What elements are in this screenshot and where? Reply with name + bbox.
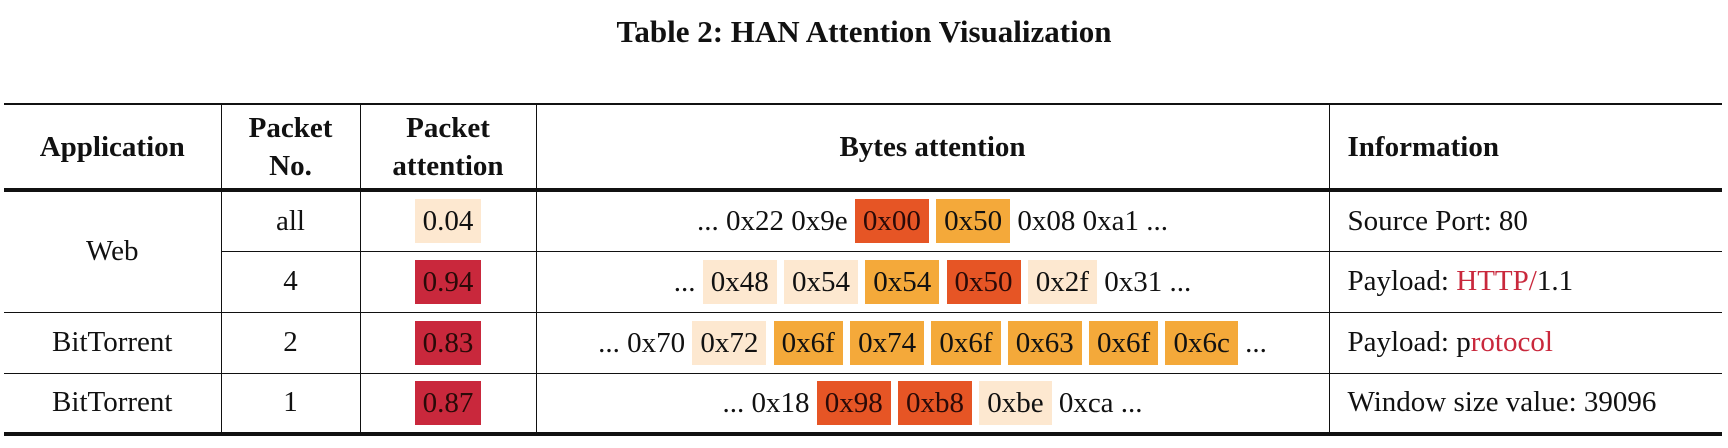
cell-packet-attention: 0.04 [360,190,537,252]
cell-information: Payload: protocol [1329,312,1723,374]
cell-packet-no: 2 [221,312,361,374]
table-row: Web all 0.04 ... 0x22 0x9e 0x00 0x50 0x0… [4,190,1723,313]
attention-table-wrapper: Application Packet No. Packet attention … [4,103,1722,436]
byte-token-highlighted: 0x50 [946,259,1021,304]
byte-token-highlighted: 0x63 [1007,320,1082,365]
byte-token: ... 0x22 0x9e [697,205,848,238]
header-packet-attention-line2: attention [392,149,504,182]
information-highlight: rotocol [1470,326,1553,358]
cell-packet-no: all [221,190,361,252]
bytes-sequence: ... 0x70 0x72 0x6f 0x74 0x6f 0x63 0x6f 0… [537,320,1329,365]
byte-token-highlighted: 0x72 [692,320,767,365]
byte-token-highlighted: 0x00 [854,199,929,244]
cell-packet-no: 4 [221,251,361,313]
byte-token: ... 0x18 [722,386,810,419]
table-row: 4 0.94 ... 0x48 0x54 0x54 0x50 0x2f 0x31… [4,251,1723,313]
bytes-sequence: ... 0x48 0x54 0x54 0x50 0x2f 0x31 ... [537,259,1329,304]
byte-token: ... 0x70 [598,326,686,359]
packet-attention-badge: 0.04 [414,199,482,244]
cell-packet-attention: 0.83 [360,312,537,374]
byte-token: ... [673,265,696,298]
byte-token: 0x08 0xa1 ... [1017,205,1168,238]
byte-token-highlighted: 0xb8 [897,380,972,425]
byte-token: ... [1245,326,1267,359]
cell-packet-no: 1 [221,373,361,434]
cell-bytes-attention: ... 0x70 0x72 0x6f 0x74 0x6f 0x63 0x6f 0… [536,312,1330,374]
byte-token-highlighted: 0x98 [816,380,891,425]
header-bytes-attention: Bytes attention [536,104,1330,192]
cell-bytes-attention: ... 0x48 0x54 0x54 0x50 0x2f 0x31 ... [536,251,1330,313]
attention-table: Application Packet No. Packet attention … [4,103,1722,436]
header-row: Application Packet No. Packet attention … [4,104,1722,192]
information-text: Payload: protocol [1348,326,1723,359]
cell-packet-attention: 0.94 [360,251,537,313]
information-text: Window size value: 39096 [1348,386,1723,419]
header-packet-no: Packet No. [221,104,361,192]
cell-packet-attention: 0.87 [360,373,537,434]
byte-token-highlighted: 0x6c [1165,320,1238,365]
cell-application: BitTorrent [4,373,222,434]
cell-bytes-attention: ... 0x22 0x9e 0x00 0x50 0x08 0xa1 ... [536,190,1330,252]
table-row: BitTorrent 2 0.83 ... 0x70 0x72 0x6f 0x7… [4,312,1723,374]
information-segment: Payload: p [1347,326,1471,358]
cell-information: Payload: HTTP/1.1 [1329,251,1723,313]
byte-token-highlighted: 0xbe [979,380,1052,425]
byte-token-highlighted: 0x6f [773,320,843,365]
information-text: Payload: HTTP/1.1 [1348,265,1723,298]
cell-bytes-attention: ... 0x18 0x98 0xb8 0xbe 0xca ... [536,373,1330,434]
bytes-sequence: ... 0x22 0x9e 0x00 0x50 0x08 0xa1 ... [537,199,1329,244]
byte-token-highlighted: 0x54 [865,259,940,304]
header-information: Information [1329,104,1722,192]
header-packet-no-line1: Packet [248,111,333,144]
information-highlight: HTTP/ [1456,265,1537,297]
byte-token-highlighted: 0x2f [1027,259,1097,304]
cell-information: Window size value: 39096 [1329,373,1722,434]
cell-application: Web [4,190,222,313]
information-text: Source Port: 80 [1348,205,1723,238]
cell-information: Source Port: 80 [1329,190,1723,252]
byte-token-highlighted: 0x48 [702,259,777,304]
header-packet-attention: Packet attention [360,104,537,192]
byte-token-highlighted: 0x54 [784,259,859,304]
byte-token: 0x31 ... [1104,265,1192,298]
byte-token-highlighted: 0x74 [850,320,925,365]
byte-token: 0xca ... [1058,386,1143,419]
byte-token-highlighted: 0x6f [931,320,1001,365]
byte-token-highlighted: 0x50 [936,199,1011,244]
byte-token-highlighted: 0x6f [1089,320,1159,365]
cell-application: BitTorrent [4,312,222,374]
table-row: BitTorrent 1 0.87 ... 0x18 0x98 0xb8 0xb… [4,373,1722,434]
table-caption: Table 2: HAN Attention Visualization [616,14,1112,49]
information-segment: Source Port: 80 [1347,204,1528,237]
packet-attention-badge: 0.83 [414,320,482,365]
packet-attention-badge: 0.87 [414,380,482,425]
information-segment: Payload: [1347,265,1457,297]
bytes-sequence: ... 0x18 0x98 0xb8 0xbe 0xca ... [537,380,1329,425]
information-segment: 1.1 [1536,265,1574,297]
packet-attention-badge: 0.94 [414,259,482,304]
header-packet-attention-line1: Packet [406,111,490,144]
header-application: Application [4,104,222,192]
information-segment: Window size value: 39096 [1347,386,1657,419]
header-packet-no-line2: No. [269,149,312,182]
